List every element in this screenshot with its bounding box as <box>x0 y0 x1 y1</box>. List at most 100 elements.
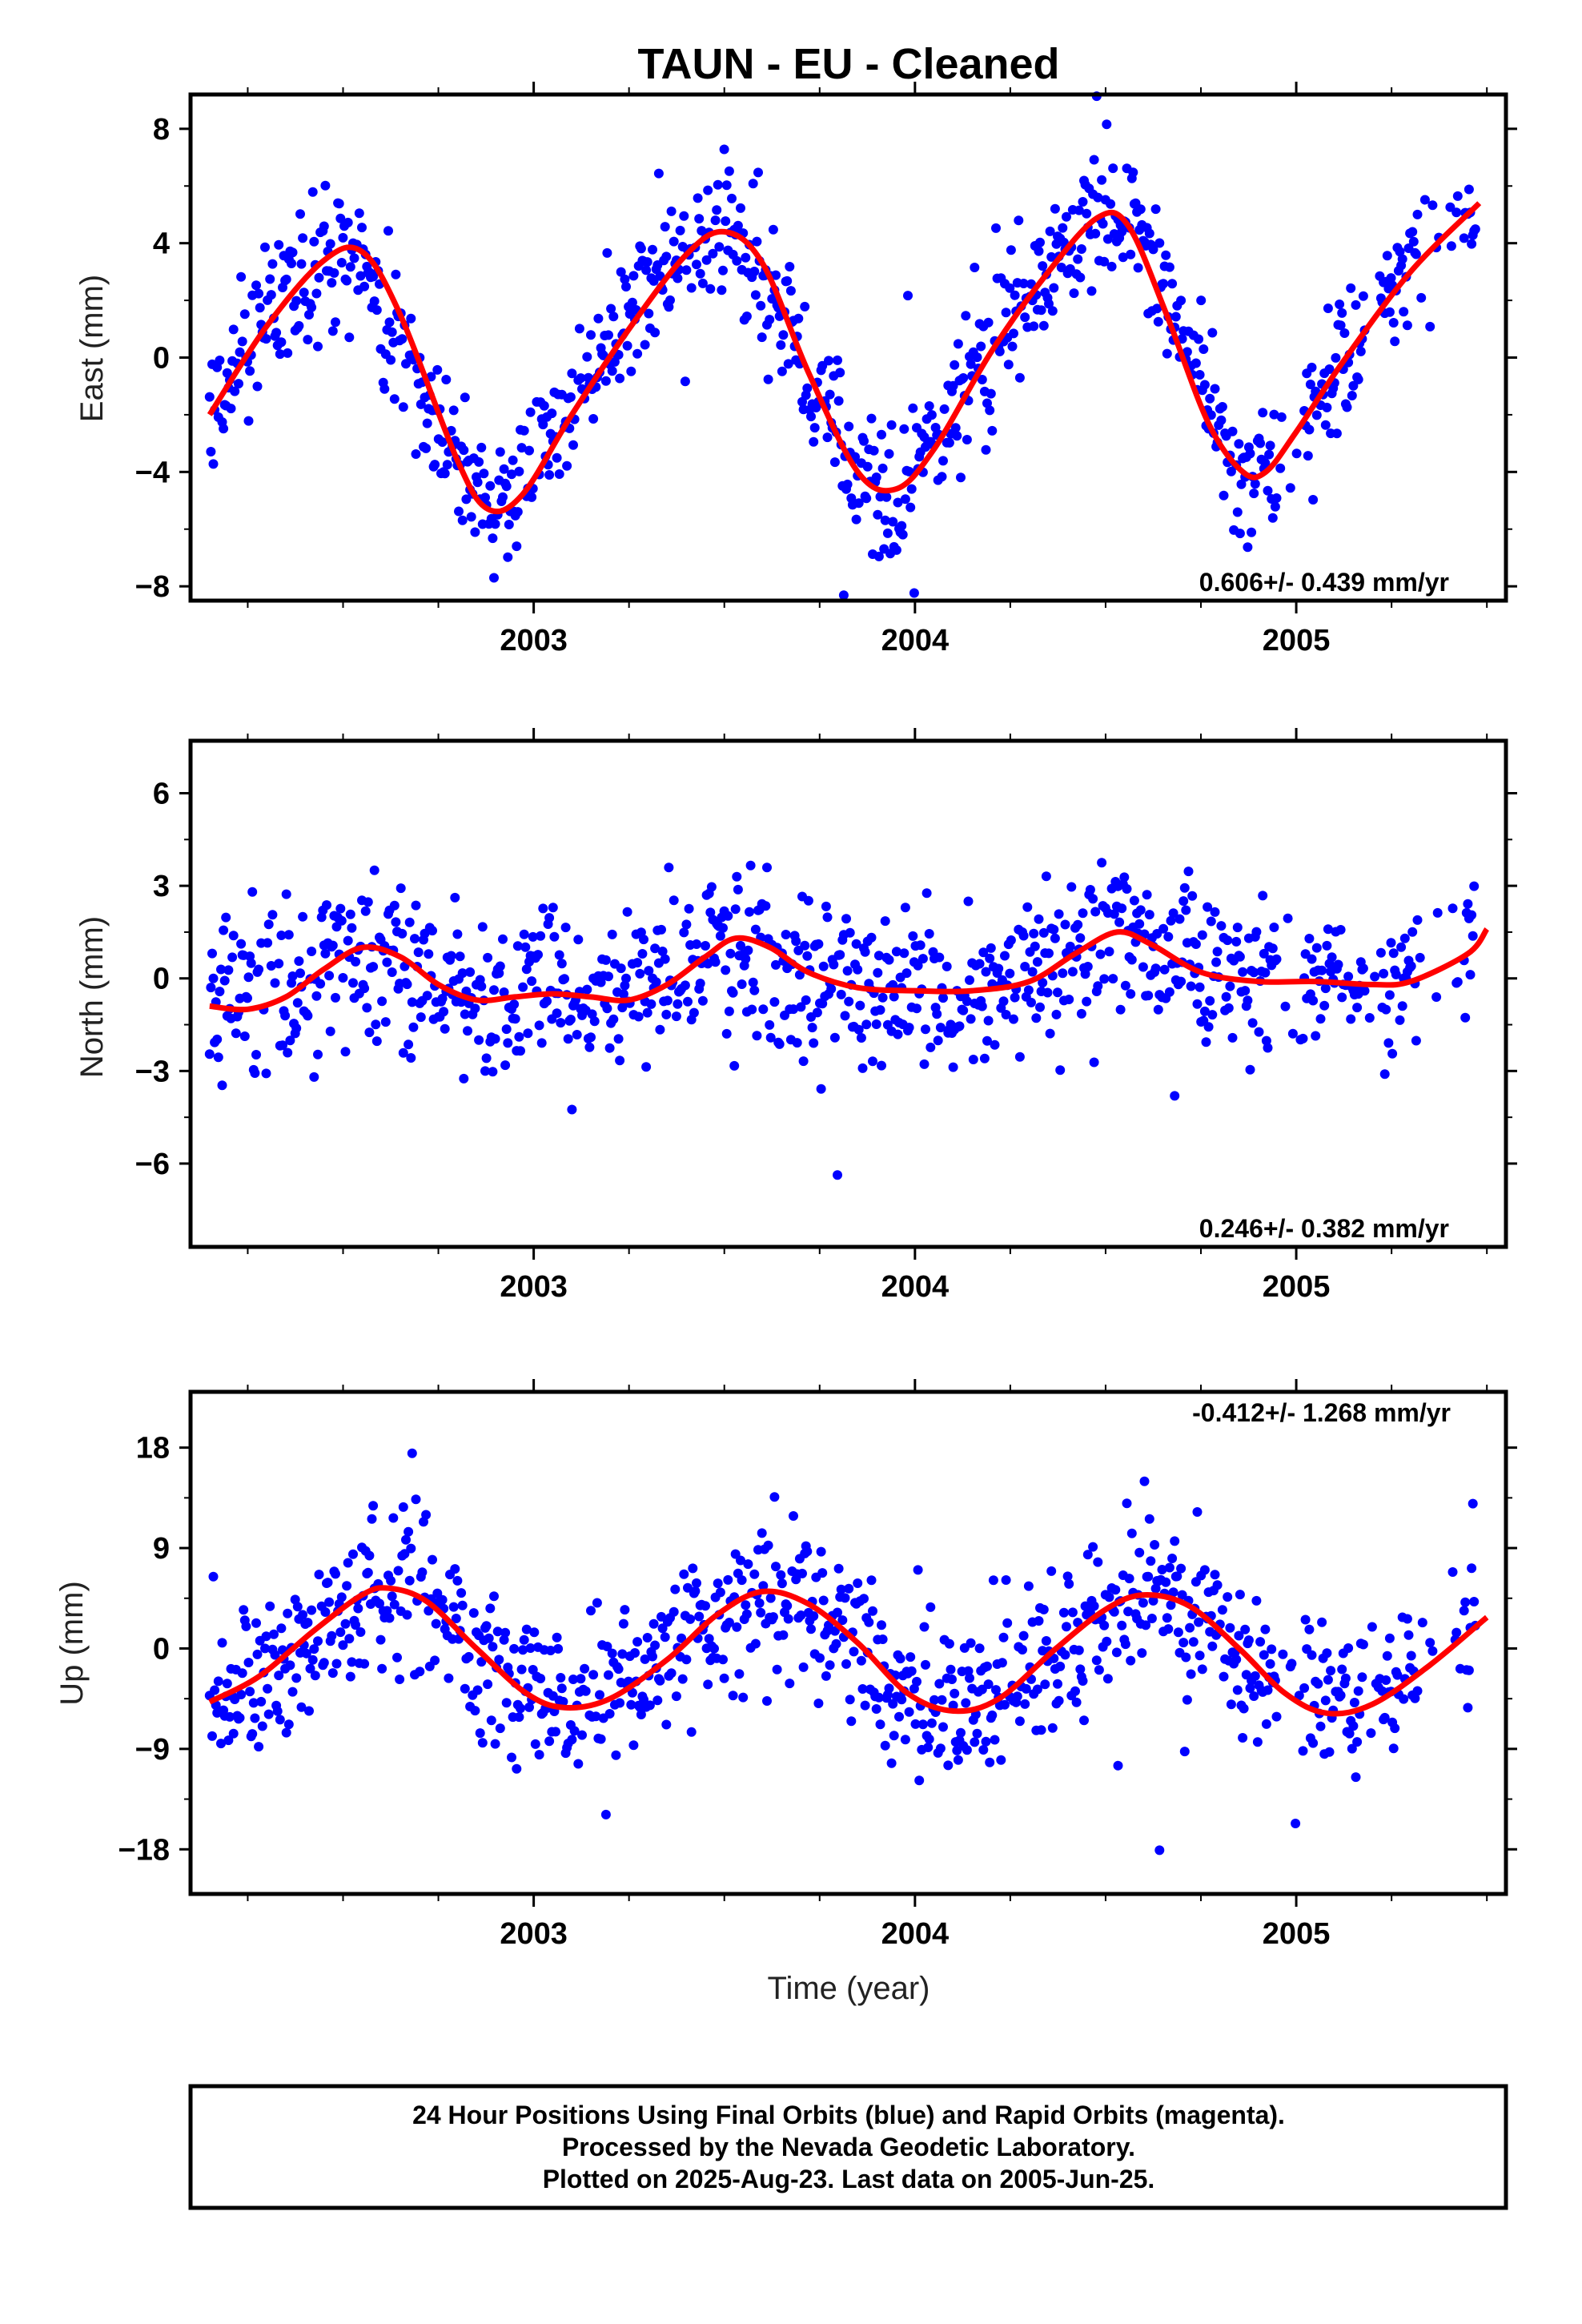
east-point <box>1038 320 1049 331</box>
north-point <box>213 1052 223 1063</box>
east-point <box>653 168 664 179</box>
north-xtick-label: 2003 <box>500 1270 568 1304</box>
up-point <box>895 1654 905 1664</box>
north-ylabel: North (mm) <box>74 916 110 1078</box>
east-point <box>1263 485 1273 496</box>
north-point <box>1333 959 1343 970</box>
east-point <box>1182 347 1192 357</box>
north-point <box>315 979 326 989</box>
east-point <box>956 472 966 483</box>
up-point <box>833 1607 842 1618</box>
east-point <box>644 308 654 319</box>
up-point <box>613 1664 624 1675</box>
up-point <box>1287 1659 1297 1669</box>
up-point <box>432 1588 443 1598</box>
up-point <box>245 1687 255 1697</box>
north-point <box>901 968 912 979</box>
north-point <box>978 947 989 958</box>
east-point <box>873 551 884 561</box>
up-point <box>451 1614 461 1623</box>
up-point <box>252 1649 263 1659</box>
north-point <box>1207 1010 1218 1020</box>
north-point <box>1280 1001 1291 1011</box>
up-point <box>956 1727 966 1738</box>
up-point <box>536 1674 546 1683</box>
east-point <box>1089 155 1099 165</box>
north-point <box>246 958 256 968</box>
north-point <box>586 1032 596 1043</box>
north-point <box>963 896 974 907</box>
up-point <box>415 1667 425 1677</box>
east-point <box>335 213 346 223</box>
up-point <box>305 1663 315 1674</box>
east-point <box>721 180 732 191</box>
up-point <box>1460 1597 1471 1607</box>
north-point <box>871 1019 881 1029</box>
east-point <box>862 461 873 472</box>
up-point <box>525 1643 536 1653</box>
up-point <box>905 1652 916 1663</box>
east-point <box>866 413 877 424</box>
north-point <box>298 911 308 922</box>
north-point <box>620 980 630 991</box>
east-point <box>567 368 577 379</box>
up-point <box>1120 1639 1130 1650</box>
north-point <box>650 943 661 954</box>
east-point <box>1034 246 1044 256</box>
north-point <box>1447 903 1458 914</box>
up-point <box>225 1711 235 1722</box>
east-point <box>459 445 469 456</box>
north-point <box>542 996 552 1007</box>
up-point <box>518 1645 528 1655</box>
east-point <box>1108 163 1118 174</box>
north-point <box>893 1029 903 1039</box>
up-point <box>1023 1581 1034 1591</box>
up-point <box>494 1655 504 1665</box>
up-point <box>355 1627 366 1637</box>
footer-line-1: 24 Hour Positions Using Final Orbits (bl… <box>412 2101 1285 2129</box>
north-point <box>1379 1069 1390 1080</box>
north-point <box>483 952 493 963</box>
north-point <box>1075 933 1086 943</box>
north-point <box>821 901 831 911</box>
north-point <box>765 1032 776 1043</box>
east-point <box>307 302 317 312</box>
north-point <box>954 1021 965 1031</box>
east-point <box>512 507 523 517</box>
north-point <box>965 975 974 985</box>
up-point <box>600 1809 611 1819</box>
north-point <box>573 935 584 945</box>
up-ytick-label: 0 <box>153 1632 170 1666</box>
north-point <box>533 950 543 960</box>
north-point <box>1022 902 1033 912</box>
east-point <box>430 460 440 470</box>
north-point <box>554 950 564 960</box>
north-point <box>1396 942 1407 952</box>
north-point <box>1412 915 1423 925</box>
east-point <box>461 494 472 505</box>
north-point <box>1231 936 1242 947</box>
up-point <box>783 1614 793 1624</box>
up-point <box>398 1502 408 1512</box>
up-point <box>998 1632 1009 1642</box>
north-point <box>1384 990 1395 1000</box>
east-point <box>525 407 536 417</box>
north-point <box>1097 858 1107 868</box>
north-point <box>723 911 733 921</box>
east-point <box>507 469 516 480</box>
east-point <box>215 356 225 365</box>
up-point <box>1390 1723 1400 1734</box>
north-point <box>521 964 532 975</box>
north-point <box>1203 1022 1214 1032</box>
east-point <box>1020 312 1030 323</box>
up-point <box>437 1594 448 1605</box>
up-point <box>488 1642 498 1652</box>
up-point <box>947 1675 957 1684</box>
east-point <box>695 268 705 279</box>
up-point <box>351 1620 361 1630</box>
up-point <box>1402 1614 1412 1624</box>
up-point <box>1161 1577 1171 1587</box>
up-point <box>404 1526 414 1537</box>
up-point <box>1070 1686 1080 1696</box>
up-point <box>1126 1655 1136 1666</box>
